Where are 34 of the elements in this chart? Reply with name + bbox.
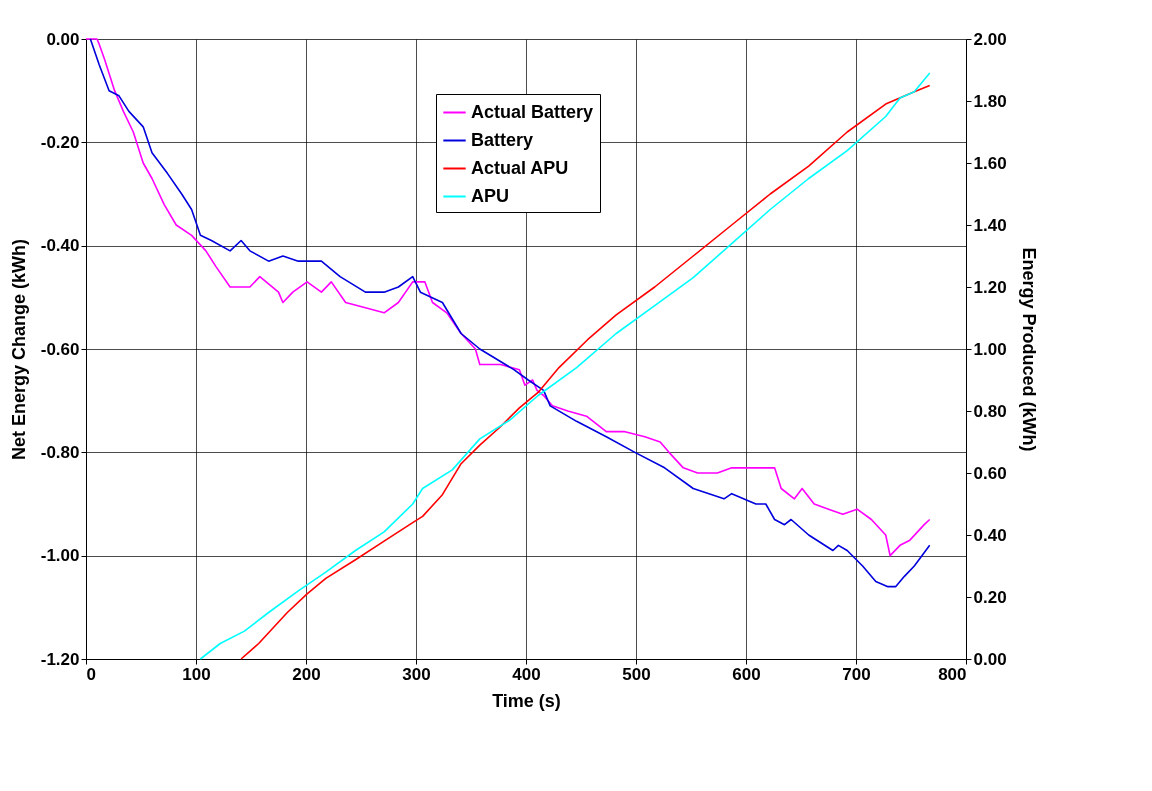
y-tick-label: -1.20 [40, 649, 80, 669]
x-tick-label: 600 [732, 664, 761, 684]
y2-tick-label: 1.40 [973, 215, 1007, 235]
x-tick-label: 300 [402, 664, 431, 684]
x-tick-label: 200 [292, 664, 321, 684]
legend-label: APU [471, 185, 510, 206]
y2-tick-label: 0.00 [973, 649, 1007, 669]
y-tick-label: 0.00 [46, 29, 80, 49]
x-axis-title: Time (s) [492, 690, 561, 711]
y2-tick-label: 1.60 [973, 153, 1007, 173]
legend-label: Actual APU [471, 157, 569, 178]
y2-axis-title: Energy Produced (kWh) [1018, 247, 1039, 452]
legend-label: Actual Battery [471, 101, 594, 122]
y2-tick-label: 0.40 [973, 525, 1007, 545]
y-tick-label: -0.60 [40, 339, 80, 359]
y-tick-label: -1.00 [40, 546, 80, 566]
y-tick-label: -0.20 [40, 132, 80, 152]
x-tick-label: 100 [182, 664, 211, 684]
y2-tick-label: 1.00 [973, 339, 1007, 359]
y2-tick-label: 2.00 [973, 29, 1007, 49]
y-tick-label: -0.40 [40, 236, 80, 256]
y2-tick-label: 1.80 [973, 91, 1007, 111]
y-axis-title: Net Energy Change (kWh) [8, 238, 29, 461]
y-tick-label: -0.80 [40, 442, 80, 462]
y2-tick-label: 0.80 [973, 401, 1007, 421]
x-tick-label: 500 [622, 664, 651, 684]
y2-tick-label: 0.60 [973, 463, 1007, 483]
x-tick-label: 800 [938, 664, 967, 684]
legend-label: Battery [471, 129, 534, 150]
y2-tick-label: 0.20 [973, 587, 1007, 607]
x-tick-label: 0 [86, 664, 96, 684]
y2-tick-label: 1.20 [973, 277, 1007, 297]
x-tick-label: 700 [842, 664, 871, 684]
x-tick-label: 400 [512, 664, 541, 684]
